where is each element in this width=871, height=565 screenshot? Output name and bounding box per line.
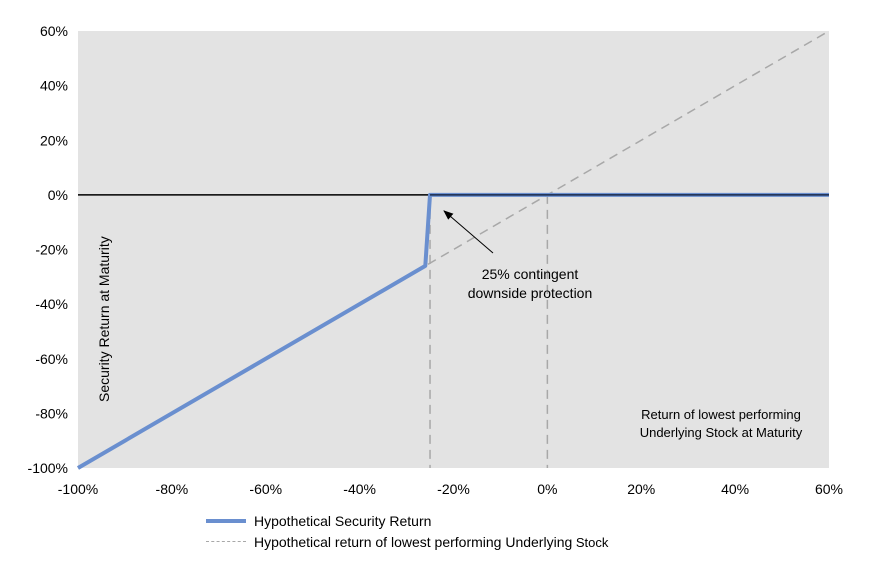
annotation-line-2: downside protection: [468, 285, 593, 301]
x-axis-label-line-2: Underlying Stock at Maturity: [640, 425, 803, 440]
x-axis-label-line-1: Return of lowest performing: [641, 407, 801, 422]
protection-annotation: 25% contingent downside protection: [443, 210, 593, 301]
x-axis-label: Return of lowest performing Underlying S…: [640, 407, 803, 440]
legend-label-underlying-main: Hypothetical return of lowest performing…: [254, 533, 573, 550]
x-tick-label: 60%: [815, 481, 843, 497]
y-tick-label: -100%: [28, 460, 68, 476]
x-tick-label: 0%: [537, 481, 557, 497]
y-tick-label: 20%: [40, 132, 68, 148]
legend-item-underlying: Hypothetical return of lowest performing…: [206, 531, 608, 552]
y-tick-label: -80%: [35, 405, 68, 421]
legend-label-security: Hypothetical Security Return: [254, 512, 432, 529]
legend-swatch-dashed: [206, 541, 246, 542]
x-tick-label: -40%: [343, 481, 376, 497]
reference-lines: [429, 194, 549, 468]
series-lines: [76, 30, 830, 470]
y-tick-label: 0%: [48, 187, 68, 203]
annotation-arrow: [443, 210, 494, 254]
legend-label-underlying: Hypothetical return of lowest performing…: [254, 534, 608, 550]
y-tick-label: 40%: [40, 78, 68, 94]
x-tick-label: 40%: [721, 481, 749, 497]
y-axis-label: Security Return at Maturity: [96, 236, 112, 402]
y-tick-label: -20%: [35, 242, 68, 258]
legend: Hypothetical Security Return Hypothetica…: [206, 510, 608, 552]
legend-item-security: Hypothetical Security Return: [206, 510, 608, 531]
x-tick-label: -20%: [437, 481, 470, 497]
legend-swatch-solid: [206, 518, 246, 523]
x-tick-label: -60%: [249, 481, 282, 497]
y-tick-label: -40%: [35, 296, 68, 312]
series-line-underlying: [77, 30, 830, 469]
y-tick-label: -60%: [35, 351, 68, 367]
annotation-line-1: 25% contingent: [482, 266, 579, 282]
x-tick-label: -100%: [58, 481, 98, 497]
x-ticks: -100% -80% -60% -40% -20% 0% 20% 40% 60%: [58, 481, 843, 497]
x-tick-label: -80%: [156, 481, 189, 497]
y-ticks: 60% 40% 20% 0% -20% -40% -60% -80% -100%: [28, 23, 68, 476]
y-tick-label: 60%: [40, 23, 68, 39]
x-tick-label: 20%: [627, 481, 655, 497]
legend-label-underlying-tail: Stock: [572, 534, 609, 550]
